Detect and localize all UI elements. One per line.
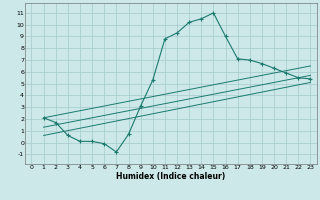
X-axis label: Humidex (Indice chaleur): Humidex (Indice chaleur) — [116, 172, 226, 181]
